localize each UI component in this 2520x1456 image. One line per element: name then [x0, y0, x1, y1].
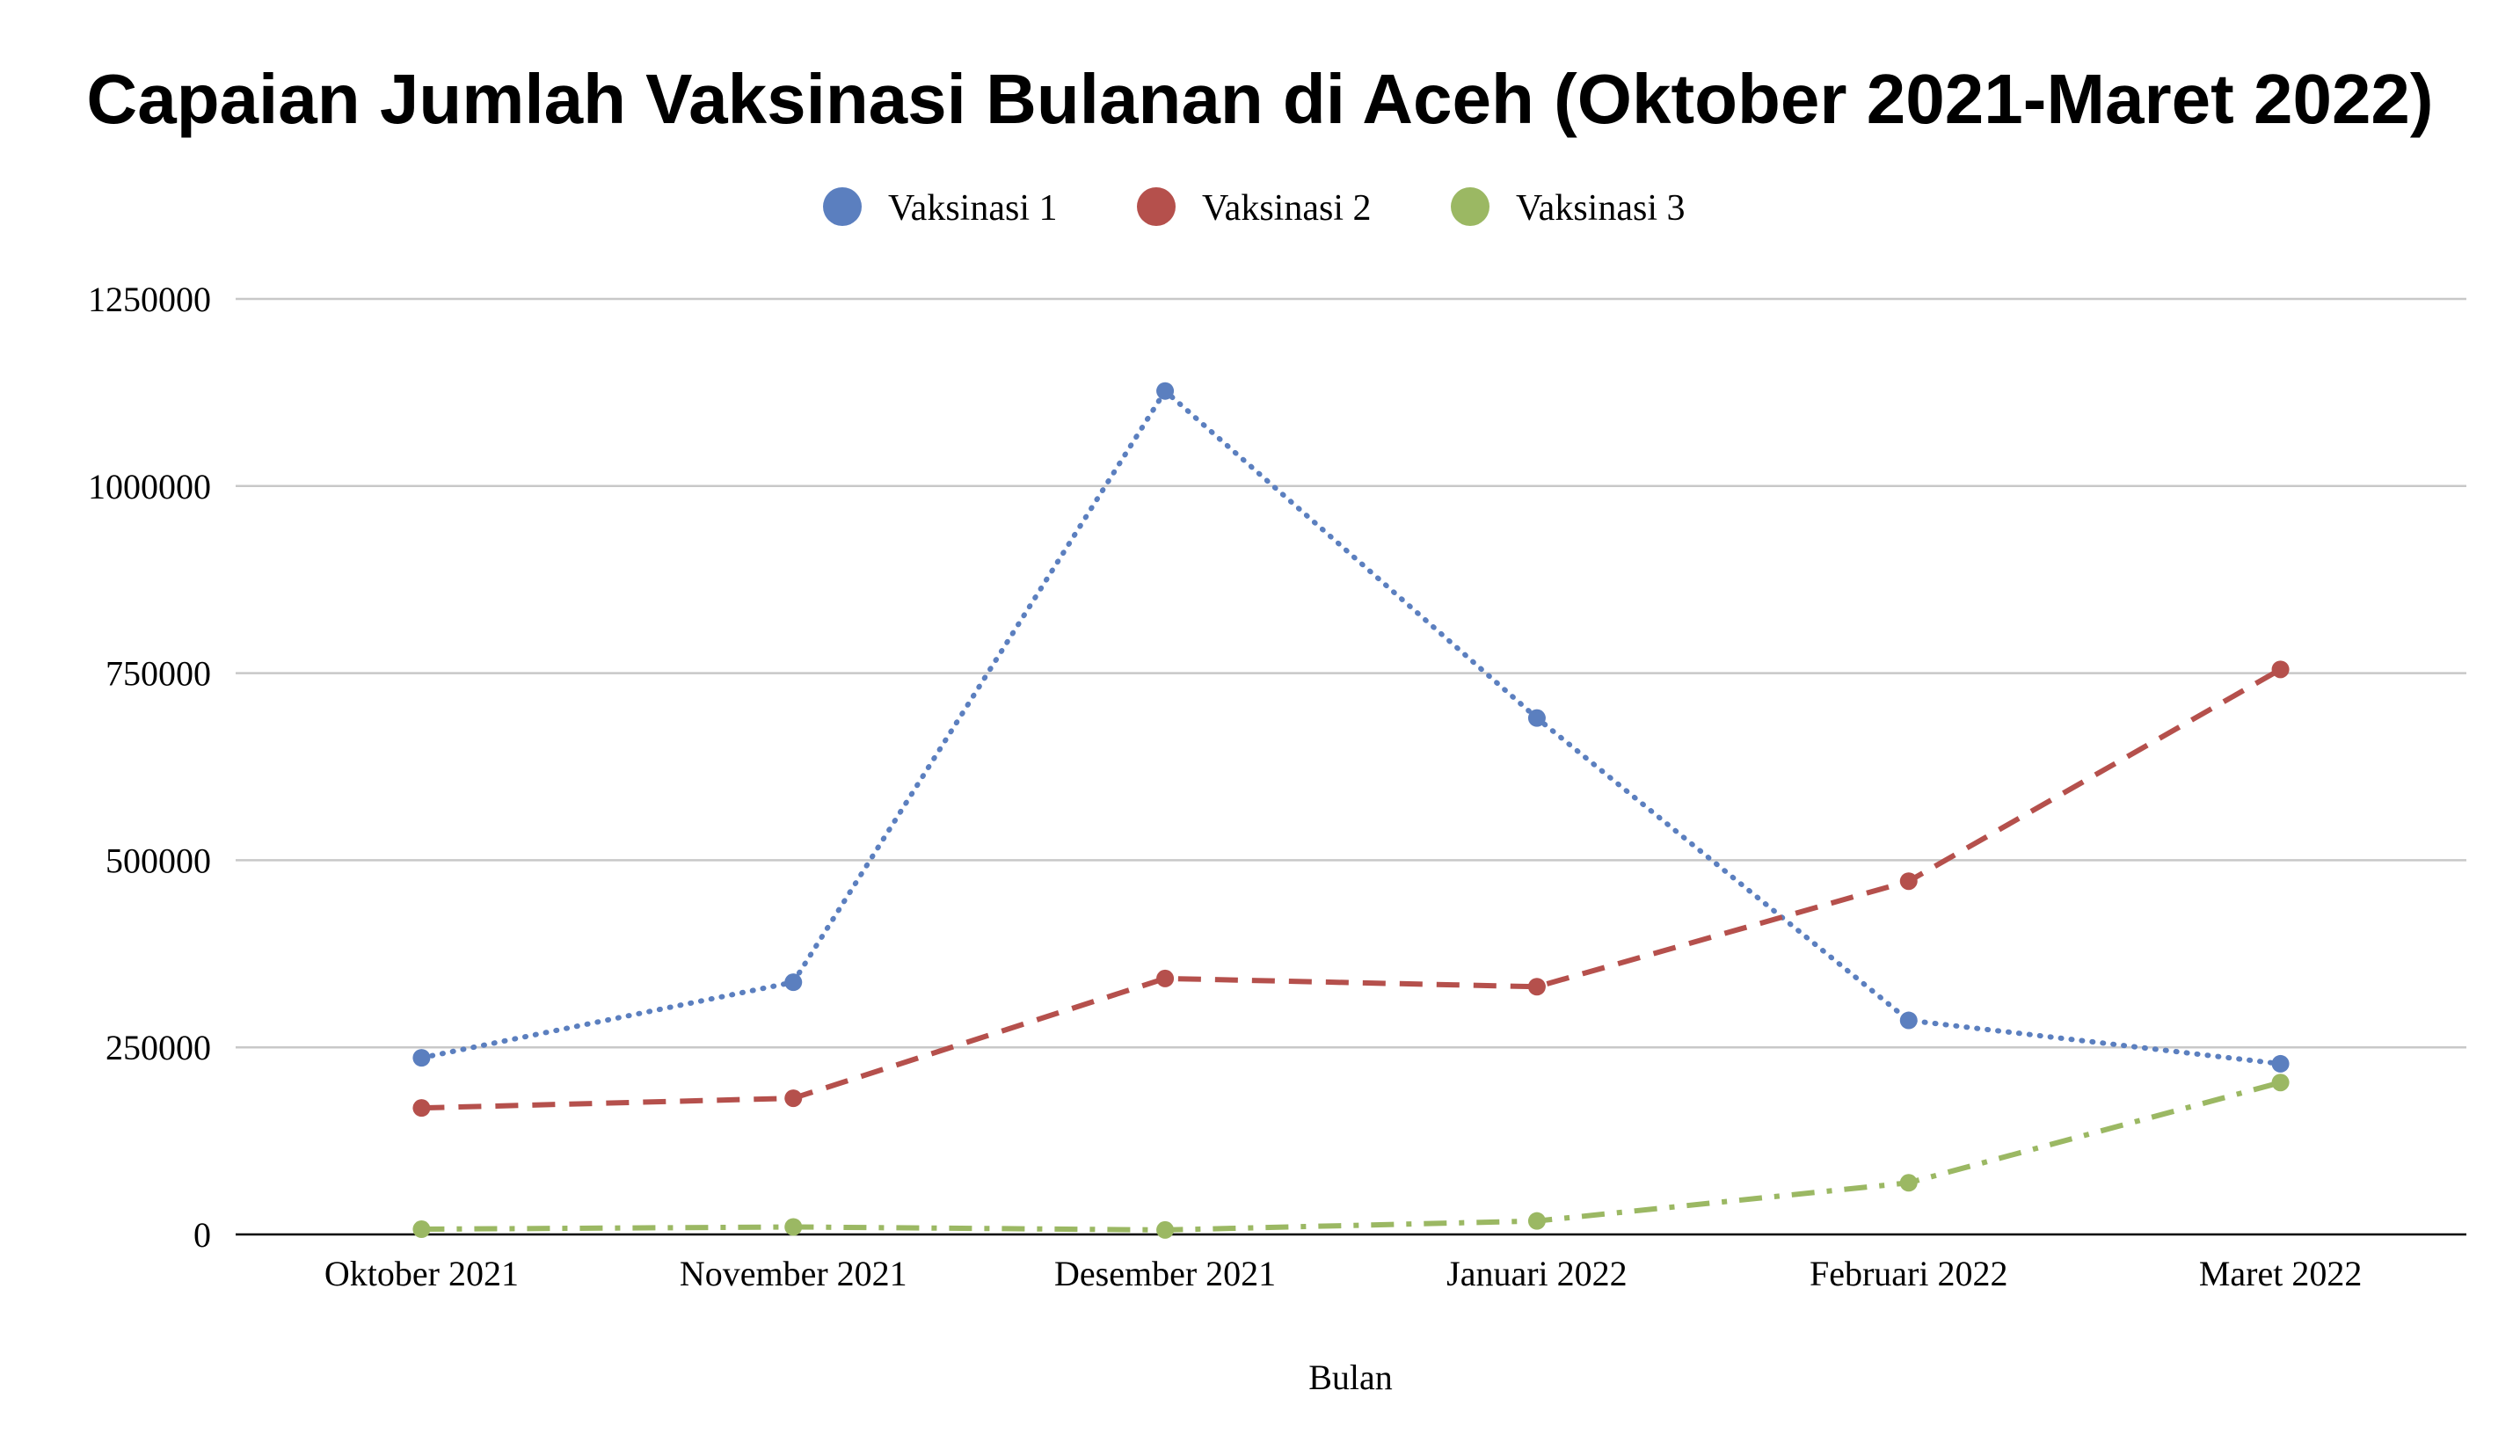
data-point: [1899, 1011, 1918, 1030]
data-point: [2271, 1074, 2290, 1092]
x-axis-label: Bulan: [1308, 1358, 1393, 1397]
series-points: [412, 382, 2290, 1239]
y-tick-label: 1000000: [88, 467, 211, 506]
series-line-1: [419, 388, 2283, 1067]
x-tick-label: Januari 2022: [1446, 1254, 1628, 1293]
data-point: [1156, 969, 1175, 987]
data-point: [1899, 1174, 1918, 1192]
legend-marker: [1451, 187, 1489, 226]
series-lines: [419, 388, 2283, 1233]
x-tick-label: Maret 2022: [2199, 1254, 2363, 1293]
data-point: [412, 1220, 431, 1239]
data-point: [784, 1089, 803, 1108]
data-point: [2271, 660, 2290, 679]
data-point: [2271, 1054, 2290, 1073]
data-point: [1156, 382, 1175, 400]
legend-label: Vaksinasi 3: [1516, 188, 1686, 229]
x-axis-tick-labels: Oktober 2021 November 2021 Desember 2021 Ja…: [324, 1254, 2362, 1293]
legend-marker: [823, 187, 862, 226]
chart-title: Capaian Jumlah Vaksinasi Bulanan di Aceh…: [86, 60, 2433, 138]
series-line-2: [421, 666, 2283, 1111]
x-tick-label: Desember 2021: [1054, 1254, 1276, 1293]
gridlines: [236, 297, 2466, 1236]
legend-marker: [1137, 187, 1176, 226]
data-point: [412, 1049, 431, 1067]
y-tick-label: 0: [193, 1215, 211, 1255]
y-axis-tick-labels: 0 250000 500000 750000 1000000 1250000: [88, 280, 211, 1255]
data-point: [1156, 1220, 1175, 1239]
x-tick-label: Oktober 2021: [324, 1254, 519, 1293]
series-line-3: [421, 1080, 2282, 1233]
y-tick-label: 750000: [106, 654, 211, 694]
x-tick-label: November 2021: [680, 1254, 907, 1293]
data-point: [1527, 709, 1546, 727]
data-point: [784, 973, 803, 992]
x-tick-label: Februari 2022: [1810, 1254, 2008, 1293]
y-tick-label: 500000: [106, 841, 211, 880]
y-tick-label: 250000: [106, 1028, 211, 1067]
data-point: [784, 1218, 803, 1236]
data-point: [412, 1099, 431, 1117]
data-point: [1899, 872, 1918, 891]
data-point: [1527, 1212, 1546, 1230]
y-tick-label: 1250000: [88, 280, 211, 319]
legend-label: Vaksinasi 2: [1202, 188, 1372, 229]
legend: Vaksinasi 1 Vaksinasi 2 Vaksinasi 3: [823, 187, 1686, 229]
data-point: [1527, 978, 1546, 996]
legend-label: Vaksinasi 1: [888, 188, 1058, 229]
